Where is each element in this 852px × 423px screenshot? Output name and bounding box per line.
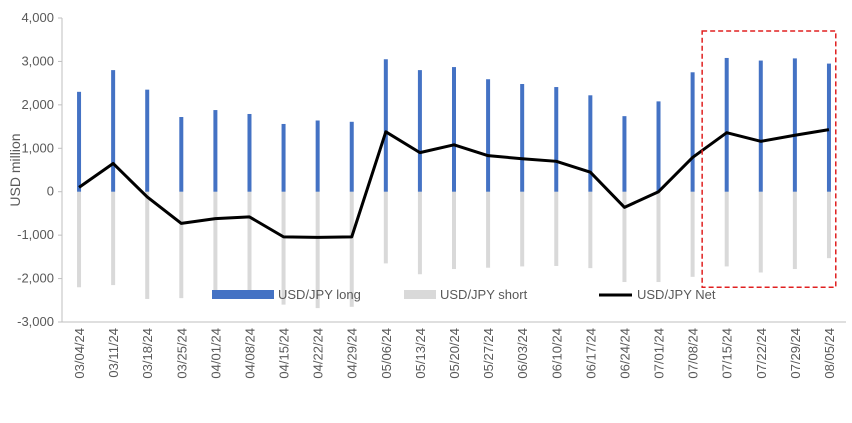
y-tick-label: 2,000 xyxy=(21,97,54,112)
long-bar xyxy=(349,121,354,192)
long-bar xyxy=(690,72,695,192)
short-bar xyxy=(724,191,729,267)
short-bar xyxy=(622,191,627,283)
short-bar xyxy=(315,191,320,309)
long-bar xyxy=(826,63,831,192)
x-tick-label: 03/18/24 xyxy=(140,328,155,379)
x-tick-label: 04/22/24 xyxy=(311,328,326,379)
short-bar xyxy=(520,191,525,267)
short-bar xyxy=(349,191,354,307)
x-tick-label: 03/04/24 xyxy=(72,328,87,379)
long-bar xyxy=(315,120,320,192)
legend: USD/JPY long USD/JPY short USD/JPY Net xyxy=(212,287,716,302)
x-tick-label: 06/03/24 xyxy=(515,328,530,379)
long-bar xyxy=(622,116,627,192)
annotation-layer xyxy=(701,30,837,289)
net-line xyxy=(78,128,830,239)
legend-label-net: USD/JPY Net xyxy=(637,287,716,302)
short-bar xyxy=(77,191,82,288)
short-bar xyxy=(588,191,593,269)
long-bar xyxy=(247,113,252,192)
short-bar xyxy=(383,191,388,264)
short-bar xyxy=(656,191,661,283)
short-bars xyxy=(77,191,831,309)
short-bar xyxy=(179,191,184,299)
x-tick-label: 04/29/24 xyxy=(345,328,360,379)
x-tick-label: 05/13/24 xyxy=(413,328,428,379)
short-bar xyxy=(111,191,116,286)
legend-label-long: USD/JPY long xyxy=(278,287,361,302)
x-tick-label: 06/10/24 xyxy=(549,328,564,379)
legend-label-short: USD/JPY short xyxy=(440,287,528,302)
legend-swatch-long xyxy=(212,290,274,299)
legend-swatch-short xyxy=(404,290,436,299)
short-bar xyxy=(247,191,252,294)
long-bar xyxy=(656,101,661,192)
short-bar xyxy=(690,191,695,277)
short-bar xyxy=(213,191,218,299)
x-tick-label: 07/22/24 xyxy=(754,328,769,379)
long-bar xyxy=(213,110,218,192)
x-tick-label: 03/11/24 xyxy=(106,328,121,378)
x-tick-label: 05/20/24 xyxy=(447,328,462,379)
x-tick-label: 04/15/24 xyxy=(277,328,292,379)
short-bar xyxy=(145,191,150,299)
long-bar xyxy=(417,70,422,192)
short-bar xyxy=(452,191,456,270)
short-bar xyxy=(486,191,491,268)
y-tick-label: 4,000 xyxy=(21,10,54,25)
long-bar xyxy=(281,123,286,192)
x-tick-label: 08/05/24 xyxy=(822,328,837,379)
y-tick-label: 3,000 xyxy=(21,53,54,68)
long-bar xyxy=(520,84,525,192)
x-tick-label: 03/25/24 xyxy=(174,328,189,379)
long-bar xyxy=(588,95,593,192)
short-bar xyxy=(758,191,763,273)
y-tick-label: 0 xyxy=(47,184,54,199)
long-bar xyxy=(554,87,559,192)
long-bar xyxy=(486,79,491,192)
x-tick-label: 05/27/24 xyxy=(481,328,496,379)
long-bars xyxy=(77,57,831,192)
long-bar xyxy=(452,67,456,192)
x-tick-label: 04/08/24 xyxy=(242,328,257,379)
long-bar xyxy=(77,91,82,192)
x-tick-label: 07/15/24 xyxy=(720,328,735,379)
x-tick-label: 07/29/24 xyxy=(788,328,803,379)
x-tick-label: 07/01/24 xyxy=(652,328,667,379)
x-tick-label: 07/08/24 xyxy=(686,328,701,379)
y-tick-label: 1,000 xyxy=(21,140,54,155)
long-bar xyxy=(792,58,797,192)
short-bar xyxy=(792,191,797,270)
long-bar xyxy=(724,57,729,192)
x-tick-label: 04/01/24 xyxy=(208,328,223,379)
y-tick-label: -2,000 xyxy=(17,271,54,286)
long-bar xyxy=(145,89,150,192)
net-line-layer xyxy=(78,128,830,239)
y-tick-label: -3,000 xyxy=(17,314,54,329)
short-bar xyxy=(554,191,559,266)
long-bar xyxy=(383,59,388,192)
x-tick-label: 05/06/24 xyxy=(379,328,394,379)
short-bar xyxy=(826,191,831,259)
short-bar xyxy=(281,191,286,305)
y-axis-label: USD million xyxy=(7,133,23,206)
long-bar xyxy=(179,117,184,192)
short-bar xyxy=(417,191,422,275)
x-tick-label: 06/24/24 xyxy=(617,328,632,379)
axis-layer: 4,000 3,000 2,000 1,000 0 -1,000 -2,000 -3,000 0… xyxy=(17,10,846,379)
x-tick-label: 06/17/24 xyxy=(583,328,598,379)
y-tick-label: -1,000 xyxy=(17,227,54,242)
long-bar xyxy=(758,60,763,192)
highlight-box xyxy=(701,30,837,289)
long-bar xyxy=(111,70,116,192)
